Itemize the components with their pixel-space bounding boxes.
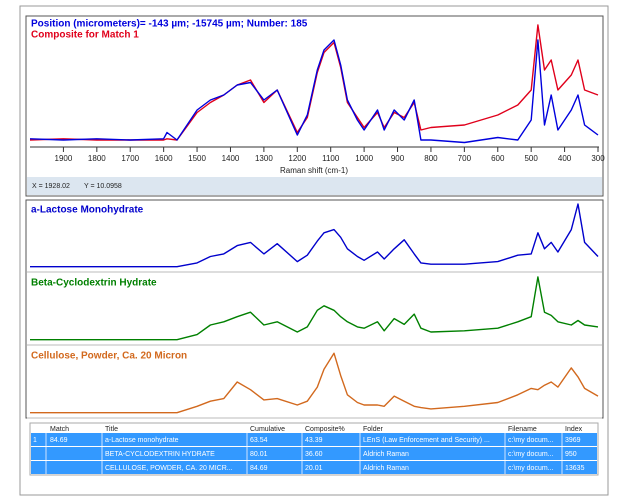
table-cell: LEnS (Law Enforcement and Security) ...	[363, 437, 490, 444]
table-cell: 84.69	[50, 437, 68, 444]
table-cell: 43.39	[305, 437, 323, 444]
table-cell: Aldrich Raman	[363, 451, 409, 458]
x-tick-label: 800	[424, 154, 438, 163]
table-cell: CELLULOSE, POWDER, CA. 20 MICR...	[105, 465, 233, 472]
column-header[interactable]: Match	[50, 426, 69, 433]
x-axis-label: Raman shift (cm-1)	[280, 166, 348, 175]
x-tick-label: 1900	[55, 154, 73, 163]
table-cell: 36.60	[305, 451, 323, 458]
x-tick-label: 600	[491, 154, 505, 163]
x-tick-label: 1000	[355, 154, 373, 163]
library-title: Cellulose, Powder, Ca. 20 Micron	[31, 351, 187, 362]
table-cell: 20.01	[305, 465, 323, 472]
x-tick-label: 1100	[322, 154, 340, 163]
spectrum-line	[30, 352, 599, 414]
table-cell: 950	[565, 451, 577, 458]
table-cell: c:\my docum...	[508, 451, 554, 458]
x-tick-label: 500	[524, 154, 538, 163]
table-row[interactable]	[31, 433, 597, 446]
x-tick-label: 1300	[255, 154, 273, 163]
table-cell: c:\my docum...	[508, 437, 554, 444]
table-cell: 3969	[565, 437, 581, 444]
x-tick-label: 400	[558, 154, 572, 163]
column-header[interactable]: Title	[105, 426, 118, 433]
cursor-y: Y = 10.0958	[84, 183, 122, 190]
column-header[interactable]: Filename	[508, 426, 537, 433]
cursor-x: X = 1928.02	[32, 183, 70, 190]
spectrum-line	[30, 276, 599, 341]
library-title: Beta-Cyclodextrin Hydrate	[31, 278, 157, 289]
main-plot-frame	[25, 15, 604, 197]
x-tick-label: 1600	[155, 154, 173, 163]
plot-subtitle: Composite for Match 1	[31, 30, 139, 41]
table-cell: 63.54	[250, 437, 268, 444]
table-cell: a-Lactose monohydrate	[105, 437, 179, 444]
column-header[interactable]: Composite%	[305, 426, 345, 433]
x-tick-label: 1800	[88, 154, 106, 163]
table-cell: 80.01	[250, 451, 268, 458]
table-cell: c:\my docum...	[508, 465, 554, 472]
library-frame	[25, 199, 604, 419]
plot-title: Position (micrometers)= -143 µm; -15745 …	[31, 19, 308, 30]
table-cell: 84.69	[250, 465, 268, 472]
table-cell: BETA-CYCLODEXTRIN HYDRATE	[105, 451, 215, 458]
table-row[interactable]	[31, 461, 597, 474]
x-tick-label: 1500	[188, 154, 206, 163]
spectrum-line	[30, 203, 599, 268]
column-header[interactable]: Cumulative	[250, 426, 285, 433]
column-header[interactable]: Folder	[363, 426, 384, 433]
x-tick-label: 1700	[121, 154, 139, 163]
x-tick-label: 1200	[288, 154, 306, 163]
status-bar	[27, 177, 602, 195]
column-header[interactable]: Index	[565, 426, 583, 433]
spectrum-line	[29, 39, 599, 144]
x-tick-label: 1400	[222, 154, 240, 163]
library-title: a-Lactose Monohydrate	[31, 205, 144, 216]
table-cell: Aldrich Raman	[363, 465, 409, 472]
table-row[interactable]	[31, 447, 597, 460]
x-tick-label: 300	[591, 154, 605, 163]
table-cell: 13635	[565, 465, 585, 472]
x-tick-label: 900	[391, 154, 405, 163]
x-tick-label: 700	[458, 154, 472, 163]
row-number: 1	[33, 437, 37, 444]
